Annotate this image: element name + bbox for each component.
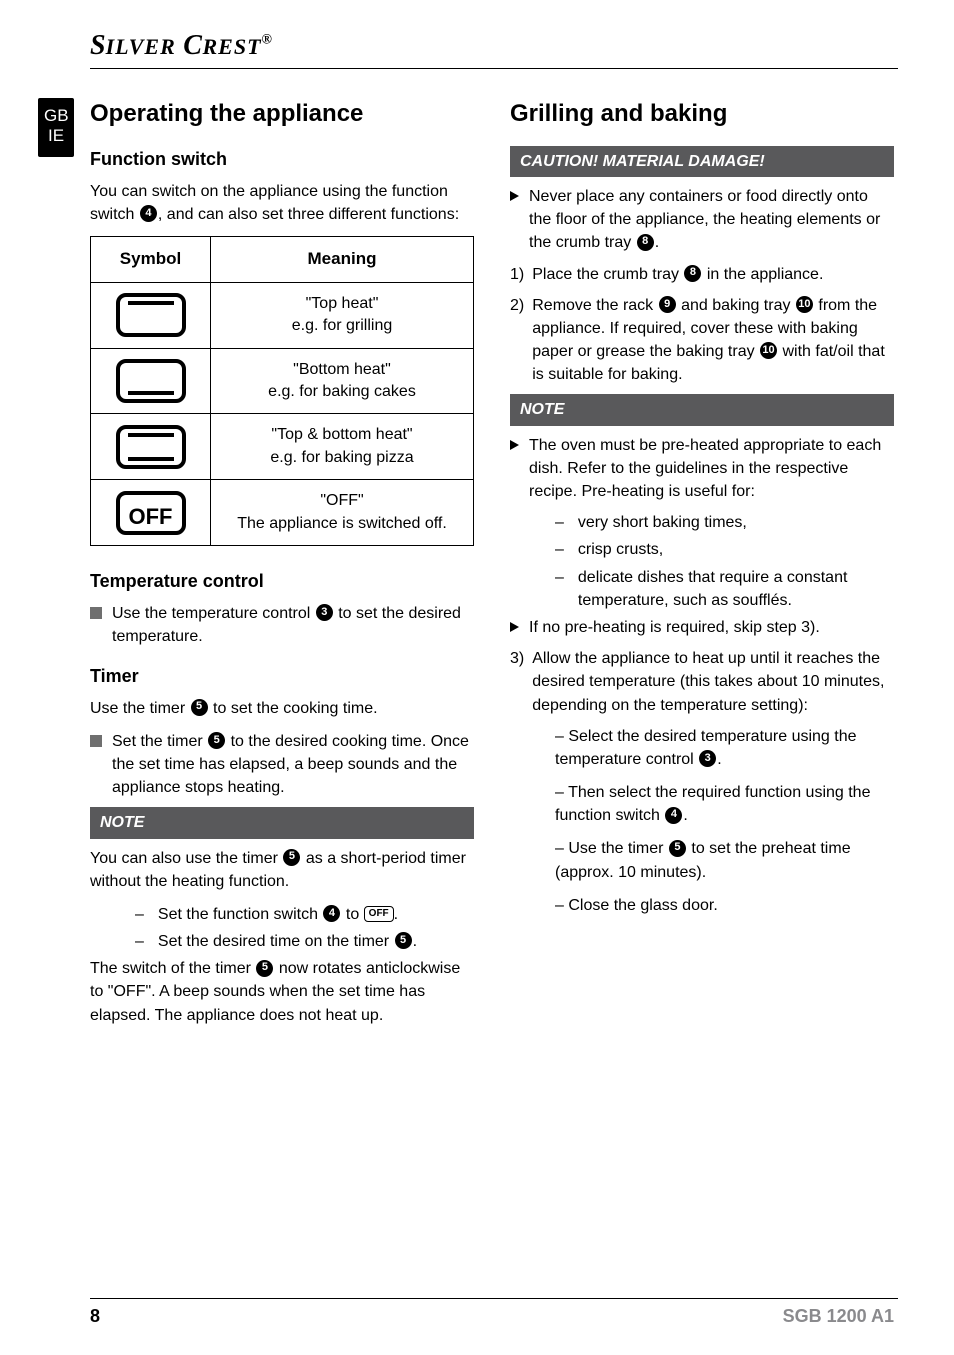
table-row: "Bottom heat"e.g. for baking cakes xyxy=(91,348,474,414)
ref-5-icon: 5 xyxy=(395,932,412,949)
triangle-bullet-icon xyxy=(510,622,519,632)
heading-grilling: Grilling and baking xyxy=(510,97,894,132)
note-bar: NOTE xyxy=(90,807,474,838)
list-item: Set the timer 5 to the desired cooking t… xyxy=(90,730,474,800)
ref-5-icon: 5 xyxy=(669,840,686,857)
right-column: Grilling and baking CAUTION! MATERIAL DA… xyxy=(510,97,894,1037)
left-column: Operating the appliance Function switch … xyxy=(90,97,474,1037)
sub-step: – Set the function switch 4 to OFF. xyxy=(135,903,474,926)
table-row: "Top heat"e.g. for grilling xyxy=(91,282,474,348)
model-code: SGB 1200 A1 xyxy=(783,1306,894,1327)
triangle-bullet-icon xyxy=(510,440,519,450)
list-item: Never place any containers or food direc… xyxy=(510,185,894,255)
ref-10-icon: 10 xyxy=(796,296,813,313)
rule-top xyxy=(90,68,898,69)
list-item: The oven must be pre-heated appropriate … xyxy=(510,434,894,504)
ref-10-icon: 10 xyxy=(760,342,777,359)
heading-timer: Timer xyxy=(90,663,474,689)
language-tab: GB IE xyxy=(38,98,74,157)
sub-step: – Select the desired temperature using t… xyxy=(555,725,894,771)
ref-4-icon: 4 xyxy=(665,807,682,824)
ref-4-icon: 4 xyxy=(140,205,157,222)
ref-5-icon: 5 xyxy=(283,849,300,866)
page-number: 8 xyxy=(90,1306,100,1327)
ref-8-icon: 8 xyxy=(637,234,654,251)
list-item: Use the temperature control 3 to set the… xyxy=(90,602,474,648)
th-meaning: Meaning xyxy=(211,237,474,283)
function-table: Symbol Meaning "Top heat"e.g. for grilli… xyxy=(90,236,474,546)
both-heat-icon xyxy=(116,425,186,469)
triangle-bullet-icon xyxy=(510,191,519,201)
ref-5-icon: 5 xyxy=(256,960,273,977)
function-switch-intro: You can switch on the appliance using th… xyxy=(90,180,474,226)
table-row: OFF "OFF"The appliance is switched off. xyxy=(91,480,474,546)
caution-bar: CAUTION! MATERIAL DAMAGE! xyxy=(510,146,894,177)
square-bullet-icon xyxy=(90,607,102,619)
sub-step: – Use the timer 5 to set the preheat tim… xyxy=(555,837,894,883)
note-bar: NOTE xyxy=(510,394,894,425)
ref-8-icon: 8 xyxy=(684,265,701,282)
off-badge-icon: OFF xyxy=(364,906,394,922)
heading-operating: Operating the appliance xyxy=(90,97,474,132)
table-row: "Top & bottom heat"e.g. for baking pizza xyxy=(91,414,474,480)
sub-step: – Then select the required function usin… xyxy=(555,781,894,827)
note-text-2: The switch of the timer 5 now rotates an… xyxy=(90,957,474,1027)
off-icon: OFF xyxy=(116,491,186,535)
ref-9-icon: 9 xyxy=(659,296,676,313)
square-bullet-icon xyxy=(90,735,102,747)
th-symbol: Symbol xyxy=(91,237,211,283)
ref-3-icon: 3 xyxy=(699,750,716,767)
sub-step: – Close the glass door. xyxy=(555,894,894,917)
list-item: If no pre-heating is required, skip step… xyxy=(510,616,894,639)
heading-function-switch: Function switch xyxy=(90,146,474,172)
ref-5-icon: 5 xyxy=(208,732,225,749)
step-3: 3) Allow the appliance to heat up until … xyxy=(510,647,894,717)
heading-temperature: Temperature control xyxy=(90,568,474,594)
sub-step: – Set the desired time on the timer 5. xyxy=(135,930,474,953)
step-2: 2) Remove the rack 9 and baking tray 10 … xyxy=(510,294,894,387)
ref-3-icon: 3 xyxy=(316,604,333,621)
ref-4-icon: 4 xyxy=(323,905,340,922)
bottom-heat-icon xyxy=(116,359,186,403)
ref-5-icon: 5 xyxy=(191,699,208,716)
note-text: You can also use the timer 5 as a short-… xyxy=(90,847,474,893)
step-1: 1) Place the crumb tray 8 in the applian… xyxy=(510,263,894,286)
timer-intro: Use the timer 5 to set the cooking time. xyxy=(90,697,474,720)
rule-bottom xyxy=(90,1298,898,1299)
sub-step: –very short baking times, xyxy=(555,511,894,534)
sub-step: –crisp crusts, xyxy=(555,538,894,561)
top-heat-icon xyxy=(116,293,186,337)
brand-logo: SILVER CREST® xyxy=(90,30,894,62)
sub-step: –delicate dishes that require a constant… xyxy=(555,566,894,612)
